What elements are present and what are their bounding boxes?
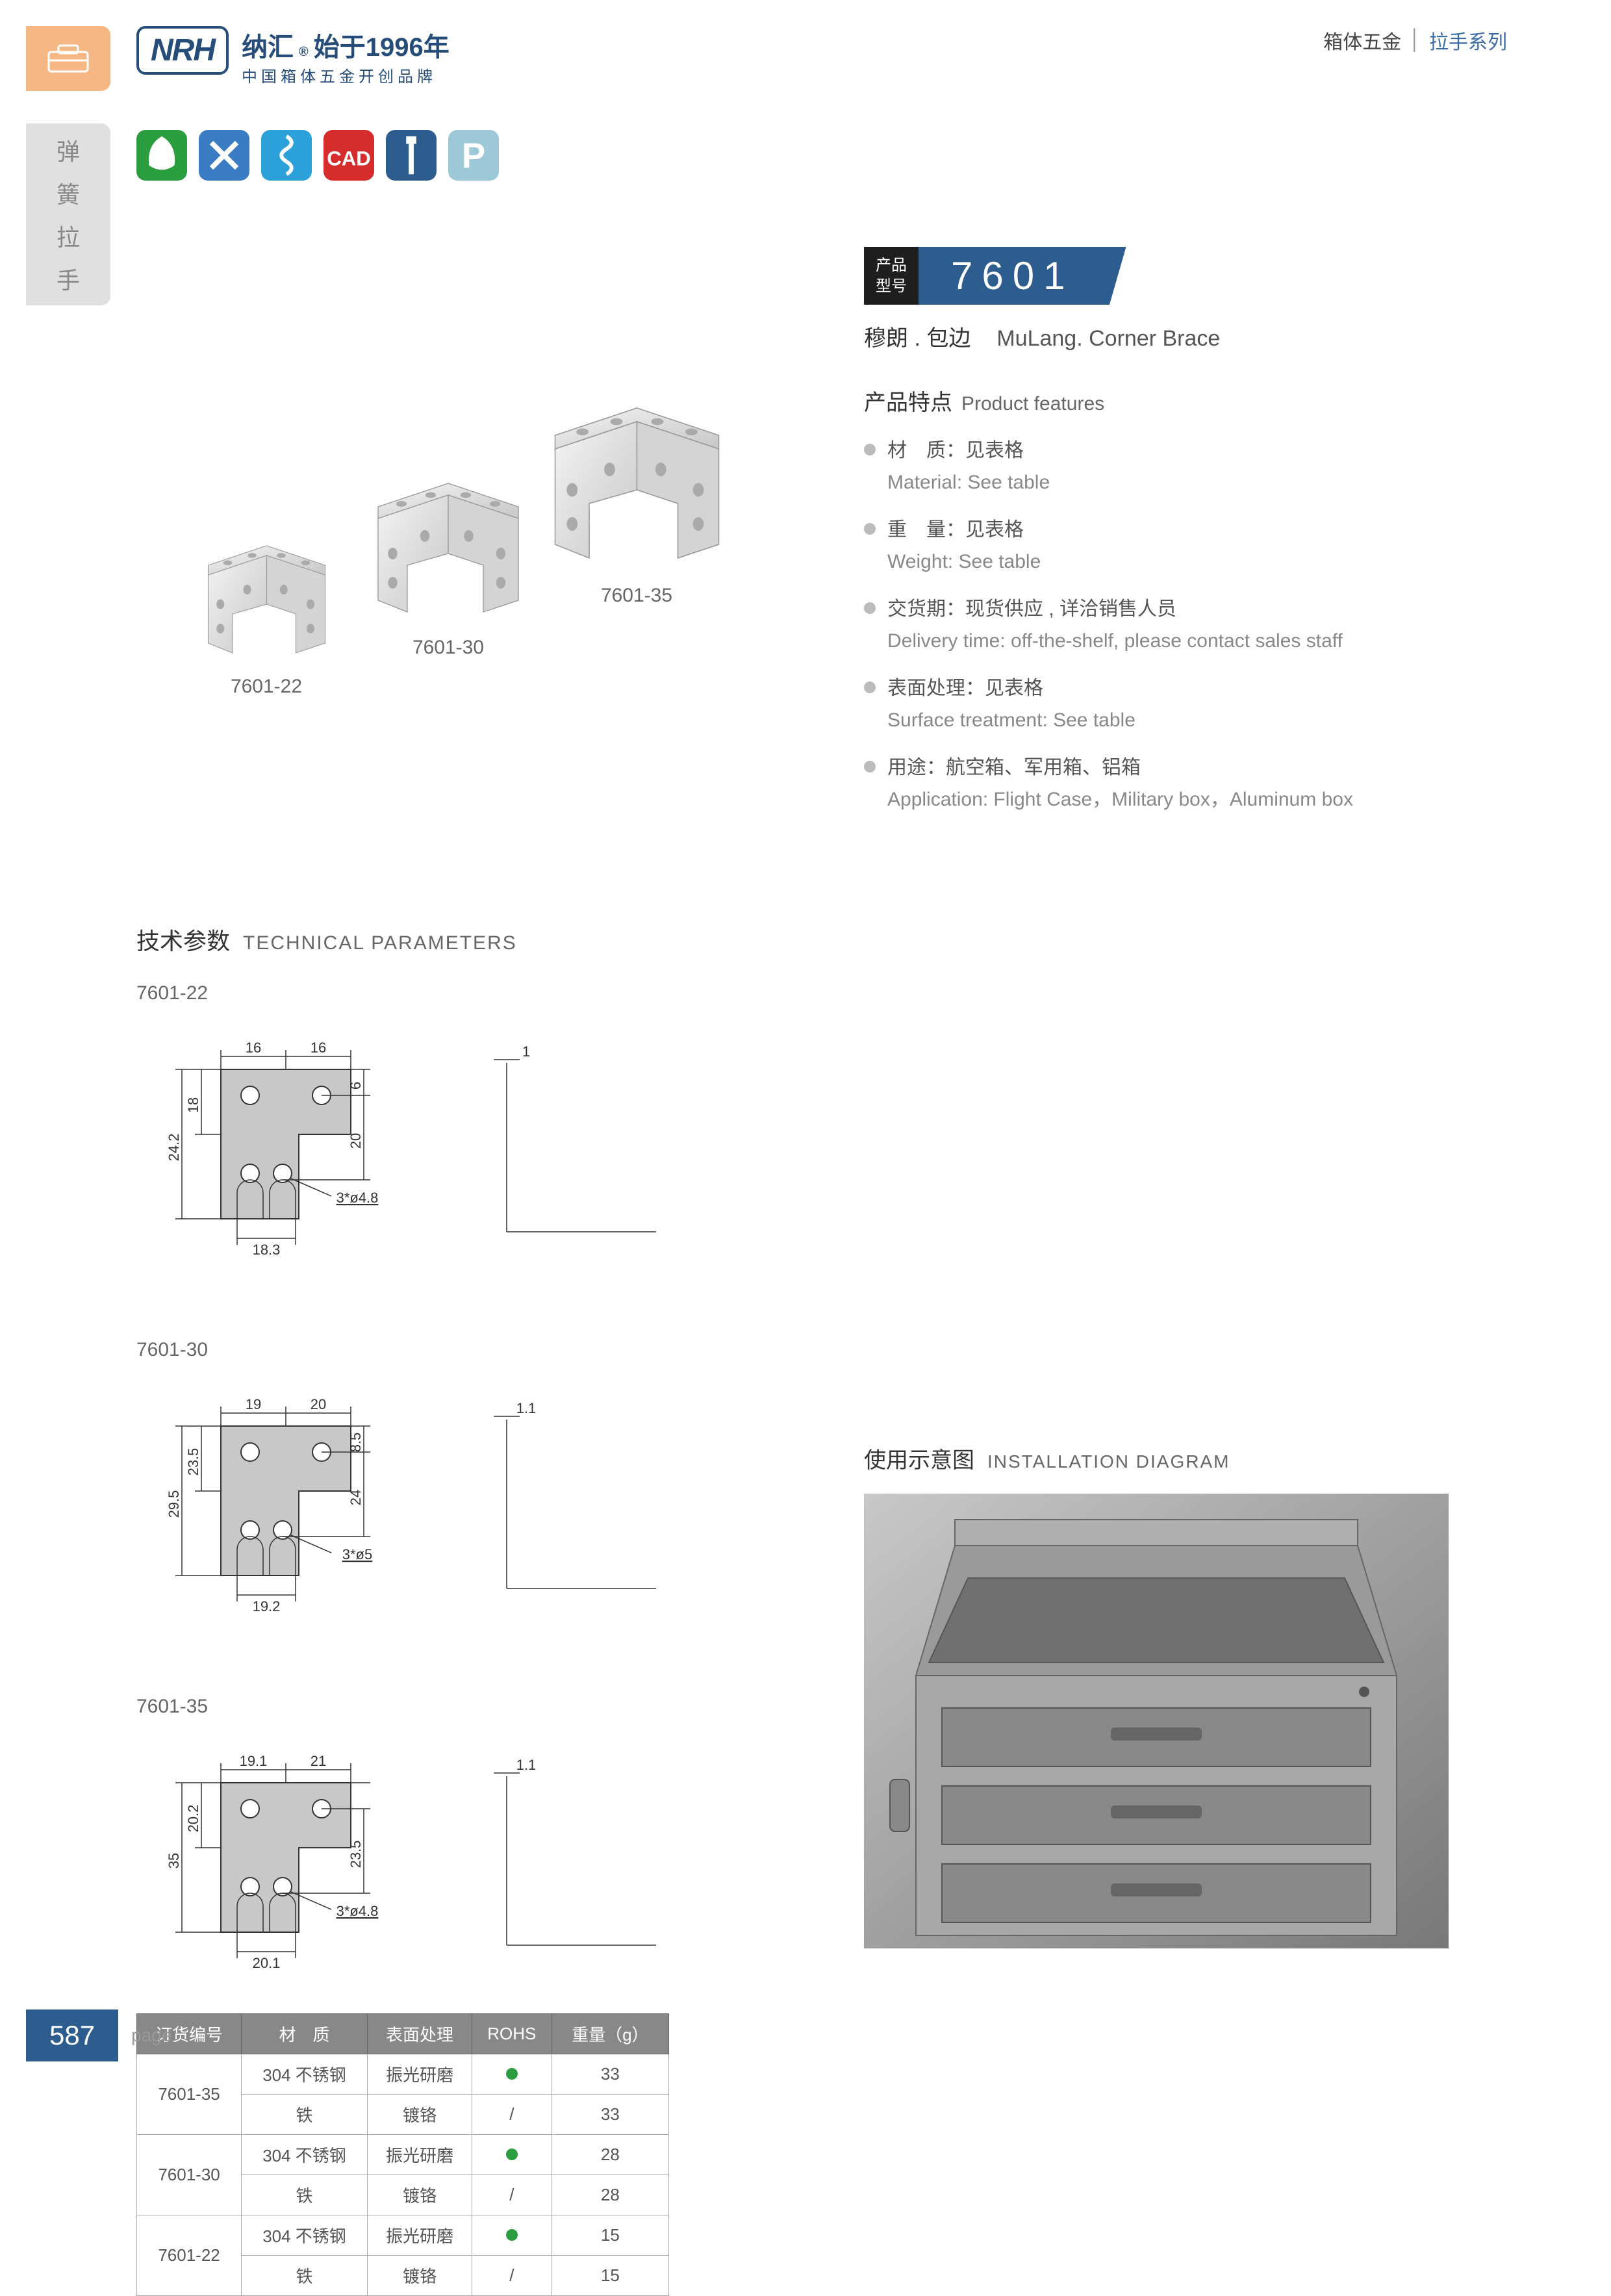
svg-text:21: 21 bbox=[311, 1753, 326, 1769]
logo-mark: NRH bbox=[136, 26, 229, 75]
svg-text:3*ø4.8: 3*ø4.8 bbox=[336, 1190, 379, 1206]
feature-item: 交货期：现货供应 , 详洽销售人员Delivery time: off-the-… bbox=[864, 594, 1481, 656]
feature-item: 表面处理：见表格Surface treatment: See table bbox=[864, 674, 1481, 735]
svg-text:20: 20 bbox=[311, 1396, 326, 1412]
installation-diagram: 使用示意图INSTALLATION DIAGRAM bbox=[864, 1442, 1481, 1948]
svg-text:20.1: 20.1 bbox=[253, 1955, 281, 1971]
svg-text:3*ø4.8: 3*ø4.8 bbox=[336, 1903, 379, 1919]
svg-text:18.3: 18.3 bbox=[253, 1242, 281, 1258]
svg-text:CAD: CAD bbox=[327, 147, 371, 170]
svg-text:19.2: 19.2 bbox=[253, 1598, 281, 1614]
install-photo bbox=[864, 1494, 1449, 1948]
product-renderings: 7601-22 7601-30 7601-35 bbox=[136, 260, 818, 715]
table-row: 7601-30304 不锈钢振光研磨28 bbox=[137, 2135, 669, 2175]
svg-text:18: 18 bbox=[185, 1097, 201, 1113]
feature-icon: CAD bbox=[323, 130, 374, 181]
svg-text:20: 20 bbox=[348, 1133, 364, 1149]
svg-text:8.5: 8.5 bbox=[348, 1433, 364, 1453]
spec-table: 订货编号材 质表面处理ROHS重量（g） 7601-35304 不锈钢振光研磨3… bbox=[136, 2013, 669, 2296]
side-category-tab: 弹簧拉手 bbox=[26, 123, 110, 305]
feature-icons-row: CAD P bbox=[136, 130, 499, 181]
svg-text:19: 19 bbox=[246, 1396, 261, 1412]
feature-icon bbox=[261, 130, 312, 181]
svg-text:20.2: 20.2 bbox=[185, 1805, 201, 1833]
svg-text:23.5: 23.5 bbox=[185, 1448, 201, 1476]
svg-text:1.1: 1.1 bbox=[516, 1757, 537, 1773]
svg-text:24.2: 24.2 bbox=[166, 1134, 182, 1162]
feature-item: 用途：航空箱、军用箱、铝箱Application: Flight Case，Mi… bbox=[864, 753, 1481, 814]
svg-text:19.1: 19.1 bbox=[240, 1753, 268, 1769]
breadcrumb: 箱体五金│拉手系列 bbox=[1323, 26, 1507, 55]
category-tab-icon bbox=[26, 26, 110, 91]
feature-item: 重 量：见表格Weight: See table bbox=[864, 515, 1481, 576]
feature-item: 材 质：见表格Material: See table bbox=[864, 436, 1481, 497]
svg-text:1.1: 1.1 bbox=[516, 1400, 537, 1416]
page-header: NRH 纳汇®始于1996年 中国箱体五金开创品牌 箱体五金│拉手系列 bbox=[136, 26, 1507, 86]
feature-icon bbox=[199, 130, 249, 181]
tech-drawing: 7601-22 1616 18 24.2 6 20 18.3 3*ø4.8 1 bbox=[136, 982, 721, 1274]
svg-text:24: 24 bbox=[348, 1490, 364, 1505]
svg-text:16: 16 bbox=[246, 1040, 261, 1056]
tech-drawing: 7601-35 19.121 20.2 35 23.5 20.1 3*ø4.8 … bbox=[136, 1696, 721, 1987]
table-row: 7601-22304 不锈钢振光研磨15 bbox=[137, 2215, 669, 2256]
svg-text:16: 16 bbox=[311, 1040, 326, 1056]
svg-text:35: 35 bbox=[166, 1853, 182, 1869]
feature-icon bbox=[386, 130, 437, 181]
page-footer: 587 page bbox=[26, 2009, 171, 2061]
model-number: 7601 bbox=[919, 247, 1126, 305]
svg-text:29.5: 29.5 bbox=[166, 1490, 182, 1518]
svg-text:3*ø5: 3*ø5 bbox=[342, 1546, 372, 1563]
svg-text:23.5: 23.5 bbox=[348, 1841, 364, 1869]
svg-text:1: 1 bbox=[522, 1043, 530, 1060]
features-list: 材 质：见表格Material: See table 重 量：见表格Weight:… bbox=[864, 436, 1481, 814]
svg-text:P: P bbox=[462, 136, 485, 176]
model-info: 产品型号 7601 穆朗 . 包边MuLang. Corner Brace 产品… bbox=[864, 247, 1481, 832]
table-row: 7601-35304 不锈钢振光研磨33 bbox=[137, 2054, 669, 2095]
page-number: 587 bbox=[26, 2009, 118, 2061]
feature-icon bbox=[136, 130, 187, 181]
feature-icon: P bbox=[448, 130, 499, 181]
svg-text:6: 6 bbox=[348, 1082, 364, 1090]
tech-drawing: 7601-30 1920 23.5 29.5 8.5 24 19.2 3*ø5 … bbox=[136, 1339, 721, 1631]
